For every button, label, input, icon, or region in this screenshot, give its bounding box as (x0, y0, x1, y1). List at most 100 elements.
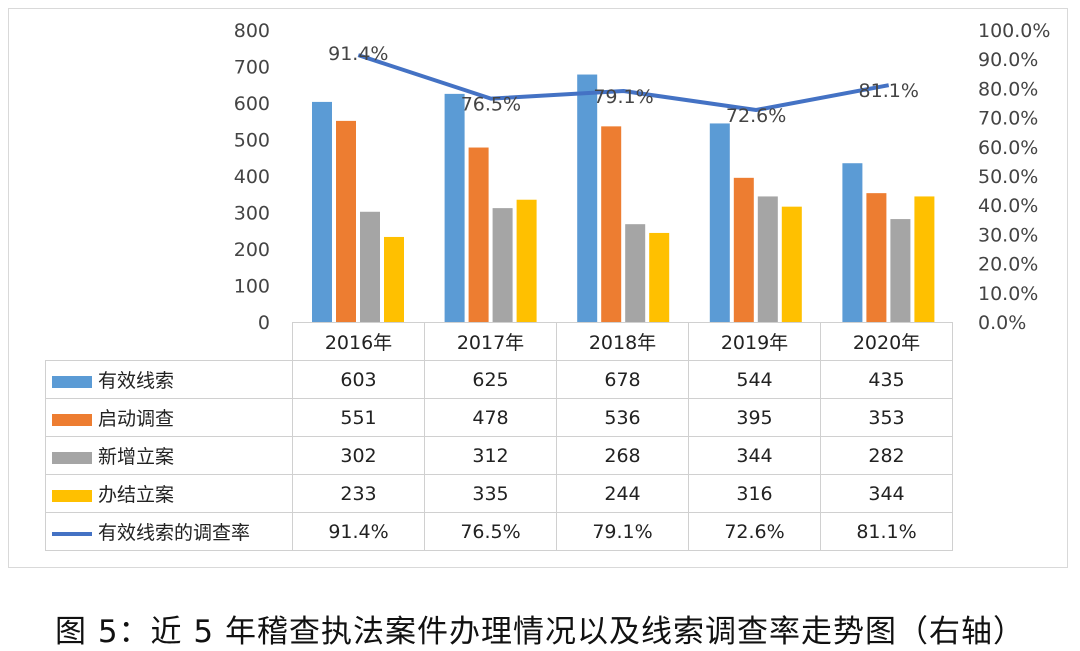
table-cell: 81.1% (820, 512, 953, 551)
bar-2 (866, 193, 887, 322)
bar-4 (781, 206, 802, 322)
category-header: 2020年 (820, 322, 953, 361)
right-axis-tick: 30.0% (978, 224, 1038, 246)
table-cell: 603 (292, 360, 425, 399)
combo-chart: 01002003004005006007008000.0%10.0%20.0%3… (234, 20, 1051, 334)
table-cell: 302 (292, 436, 425, 475)
table-cell: 544 (688, 360, 821, 399)
table-cell: 435 (820, 360, 953, 399)
legend-key-icon (52, 489, 92, 502)
left-axis-tick: 100 (234, 276, 270, 298)
bar-4 (649, 232, 670, 322)
table-cell: 72.6% (688, 512, 821, 551)
table-cell: 312 (424, 436, 557, 475)
category-header: 2016年 (292, 322, 425, 361)
rate-line (357, 53, 890, 113)
bar-1 (444, 93, 465, 322)
rate-data-label: 91.4% (328, 43, 388, 65)
right-axis-tick: 40.0% (978, 195, 1038, 217)
table-cell: 335 (424, 474, 557, 513)
table-row: 启动调查 551 478 536 395 353 (45, 398, 953, 437)
figure-caption: 图 5：近 5 年稽查执法案件办理情况以及线索调查率走势图（右轴） (54, 614, 1025, 650)
legend-entry: 启动调查 (45, 398, 293, 437)
left-axis-tick: 300 (234, 203, 270, 225)
table-cell: 625 (424, 360, 557, 399)
table-row: 有效线索 603 625 678 544 435 (45, 360, 953, 399)
legend-key-icon (52, 451, 92, 464)
left-axis-tick: 700 (234, 57, 270, 79)
category-header: 2019年 (688, 322, 821, 361)
table-cell: 344 (820, 474, 953, 513)
category-header: 2018年 (556, 322, 689, 361)
right-axis-tick: 80.0% (978, 78, 1038, 100)
table-cell: 536 (556, 398, 689, 437)
legend-key-icon (52, 531, 92, 536)
bar-1 (312, 101, 332, 322)
table-cell: 244 (556, 474, 689, 513)
bar-4 (516, 199, 537, 322)
series-name: 新增立案 (98, 446, 175, 468)
category-header: 2017年 (424, 322, 557, 361)
table-cell: 478 (424, 398, 557, 437)
bar-2 (468, 147, 489, 322)
right-axis-tick: 0.0% (978, 312, 1026, 334)
right-axis-tick: 90.0% (978, 49, 1038, 71)
left-axis-tick: 400 (234, 166, 270, 188)
bar-2 (601, 126, 622, 322)
table-cell: 395 (688, 398, 821, 437)
bar-1 (577, 74, 598, 322)
left-axis-tick: 500 (234, 130, 270, 152)
right-axis-tick: 10.0% (978, 283, 1038, 305)
bar-1 (709, 123, 730, 322)
table-row: 有效线索的调查率 91.4% 76.5% 79.1% 72.6% 81.1% (45, 512, 953, 551)
table-cell: 233 (292, 474, 425, 513)
table-cell: 344 (688, 436, 821, 475)
table-cell: 551 (292, 398, 425, 437)
series-name: 办结立案 (98, 484, 175, 506)
table-cell: 76.5% (424, 512, 557, 551)
legend-entry: 办结立案 (45, 474, 293, 513)
bar-3 (360, 211, 380, 322)
bar-2 (336, 120, 356, 322)
table-row: 新增立案 302 312 268 344 282 (45, 436, 953, 475)
legend-key-icon (52, 413, 92, 426)
table-cell: 91.4% (292, 512, 425, 551)
legend-entry: 有效线索 (45, 360, 293, 399)
bar-4 (914, 196, 935, 322)
series-name: 有效线索 (98, 370, 175, 392)
rate-data-label: 76.5% (461, 94, 521, 116)
bar-3 (757, 196, 778, 322)
bar-2 (733, 177, 754, 322)
bar-3 (890, 219, 911, 322)
table-row: 办结立案 233 335 244 316 344 (45, 474, 953, 513)
right-axis-tick: 70.0% (978, 108, 1038, 130)
table-cell: 79.1% (556, 512, 689, 551)
right-axis-tick: 20.0% (978, 254, 1038, 276)
table-cell: 316 (688, 474, 821, 513)
bar-3 (625, 224, 646, 322)
left-axis-tick: 200 (234, 239, 270, 261)
left-axis-tick: 600 (234, 93, 270, 115)
table-corner (45, 322, 293, 361)
legend-entry: 新增立案 (45, 436, 293, 475)
bar-3 (492, 208, 513, 322)
table-cell: 282 (820, 436, 953, 475)
legend-entry: 有效线索的调查率 (45, 512, 293, 551)
data-table: 2016年 2017年 2018年 2019年 2020年有效线索 603 625 678 54… (45, 322, 953, 551)
table-cell: 678 (556, 360, 689, 399)
right-axis-tick: 100.0% (978, 20, 1050, 42)
bar-4 (384, 236, 404, 322)
table-cell: 268 (556, 436, 689, 475)
rate-data-label: 81.1% (859, 80, 919, 102)
table-cell: 353 (820, 398, 953, 437)
rate-data-label: 79.1% (593, 86, 653, 108)
left-axis-tick: 800 (234, 20, 270, 42)
right-axis-tick: 60.0% (978, 137, 1038, 159)
series-name: 有效线索的调查率 (98, 522, 251, 544)
bar-1 (842, 163, 863, 322)
rate-data-label: 72.6% (726, 105, 786, 127)
chart-frame (8, 8, 1068, 568)
legend-key-icon (52, 375, 92, 388)
series-name: 启动调查 (98, 408, 175, 430)
right-axis-tick: 50.0% (978, 166, 1038, 188)
